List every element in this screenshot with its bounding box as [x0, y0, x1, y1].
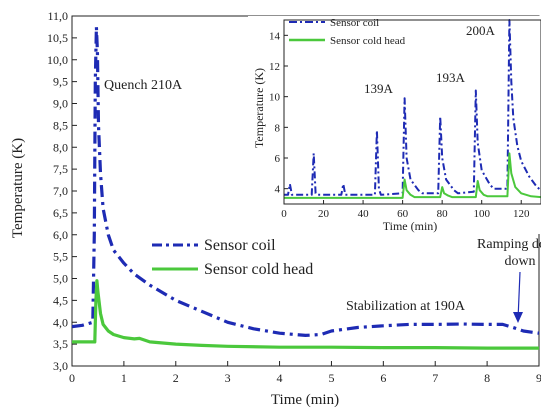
main-x-tick-label: 5	[328, 371, 334, 385]
main-y-tick-label: 5,0	[53, 272, 68, 286]
main-y-tick-label: 9,0	[53, 97, 68, 111]
main-y-tick-label: 8,5	[53, 118, 68, 132]
main-y-tick-label: 4,5	[53, 293, 68, 307]
main-x-tick-label: 7	[432, 371, 438, 385]
main-y-tick-label: 7,0	[53, 184, 68, 198]
main-y-tick-label: 3,5	[53, 337, 68, 351]
main-y-tick-label: 4,0	[53, 315, 68, 329]
inset-plot-frame	[283, 19, 541, 205]
inset-annotation-139a: 139A	[364, 81, 394, 96]
main-y-tick-label: 6,5	[53, 206, 68, 220]
main-y-tick-label: 10,0	[47, 53, 68, 67]
inset-y-tick-label: 14	[269, 30, 281, 42]
inset-legend: Sensor coil Sensor cold head	[289, 17, 406, 47]
main-y-tick-label: 11,0	[47, 9, 68, 23]
inset-legend-label-coil: Sensor coil	[330, 17, 379, 29]
main-series-cold-head-line	[72, 279, 539, 350]
main-y-tick-label: 6,0	[53, 228, 68, 242]
inset-y-tick-label: 8	[275, 122, 281, 134]
main-y-tick-label: 8,0	[53, 140, 68, 154]
inset-y-tick-label: 6	[275, 153, 281, 165]
inset-y-axis: 4 6 8 10 12 14	[269, 30, 288, 196]
main-plot: 3,0 3,5 4,0 4,5 5,0 5,5 6,0 6,5 7,0 7,5 8,0 8,5 9,0 9…	[10, 9, 541, 408]
main-x-tick-label: 4	[277, 371, 283, 385]
inset-x-tick-label: 60	[397, 208, 409, 220]
main-series-group	[71, 25, 540, 350]
inset-plot: 4 6 8 10 12 14 0 20 40 60 80 100 120 Time (min) Tem…	[248, 16, 541, 234]
inset-annotation-200a: 200A	[466, 23, 496, 38]
inset-x-tick-label: 80	[437, 208, 449, 220]
main-y-axis: 3,0 3,5 4,0 4,5 5,0 5,5 6,0 6,5 7,0 7,5 8,0 8,5 9,0 9…	[47, 9, 77, 373]
inset-annotation-193a: 193A	[436, 70, 466, 85]
ramping-arrowhead	[513, 312, 523, 323]
main-y-tick-label: 5,5	[53, 250, 68, 264]
main-y-axis-title: Temperature (K)	[10, 138, 26, 238]
main-series-coil-line	[71, 25, 540, 337]
legend-label-coil: Sensor coil	[204, 237, 276, 254]
main-x-tick-label: 0	[69, 371, 75, 385]
inset-x-tick-label: 0	[281, 208, 287, 220]
inset-y-axis-title: Temperature (K)	[252, 68, 266, 148]
inset-y-tick-label: 10	[269, 92, 281, 104]
inset-x-tick-label: 120	[513, 208, 530, 220]
ramping-annotation-down: down	[504, 254, 535, 269]
quench-annotation: Quench 210A	[104, 78, 183, 93]
main-x-tick-label: 6	[380, 371, 386, 385]
inset-x-tick-label: 40	[358, 208, 370, 220]
inset-x-tick-label: 20	[318, 208, 330, 220]
main-y-tick-label: 10,5	[47, 31, 68, 45]
main-x-tick-label: 9	[536, 371, 541, 385]
inset-series-coil-line	[284, 19, 541, 196]
inset-x-axis: 0 20 40 60 80 100 120	[281, 200, 530, 220]
main-legend: Sensor coil Sensor cold head	[152, 237, 313, 278]
inset-x-tick-label: 100	[473, 208, 490, 220]
inset-series-cold-head-line	[284, 152, 541, 199]
inset-series-group	[284, 19, 541, 199]
main-x-tick-label: 8	[484, 371, 490, 385]
inset-x-axis-title: Time (min)	[383, 219, 438, 233]
ramping-annotation: Ramping down	[477, 237, 541, 252]
main-y-tick-label: 3,0	[53, 359, 68, 373]
main-y-tick-label: 9,5	[53, 75, 68, 89]
inset-background	[248, 16, 541, 234]
main-y-tick-label: 7,5	[53, 162, 68, 176]
inset-y-tick-label: 12	[269, 61, 280, 73]
main-x-tick-label: 3	[225, 371, 231, 385]
main-x-axis: 0 1 2 3 4 5 6 7 8 9	[69, 361, 541, 385]
main-x-tick-label: 1	[121, 371, 127, 385]
main-x-tick-label: 2	[173, 371, 179, 385]
stabilization-annotation: Stabilization at 190A	[346, 299, 466, 314]
inset-legend-label-coldhead: Sensor cold head	[330, 35, 406, 47]
main-x-axis-title: Time (min)	[271, 392, 339, 408]
legend-label-coldhead: Sensor cold head	[204, 261, 313, 278]
inset-y-tick-label: 4	[275, 184, 281, 196]
